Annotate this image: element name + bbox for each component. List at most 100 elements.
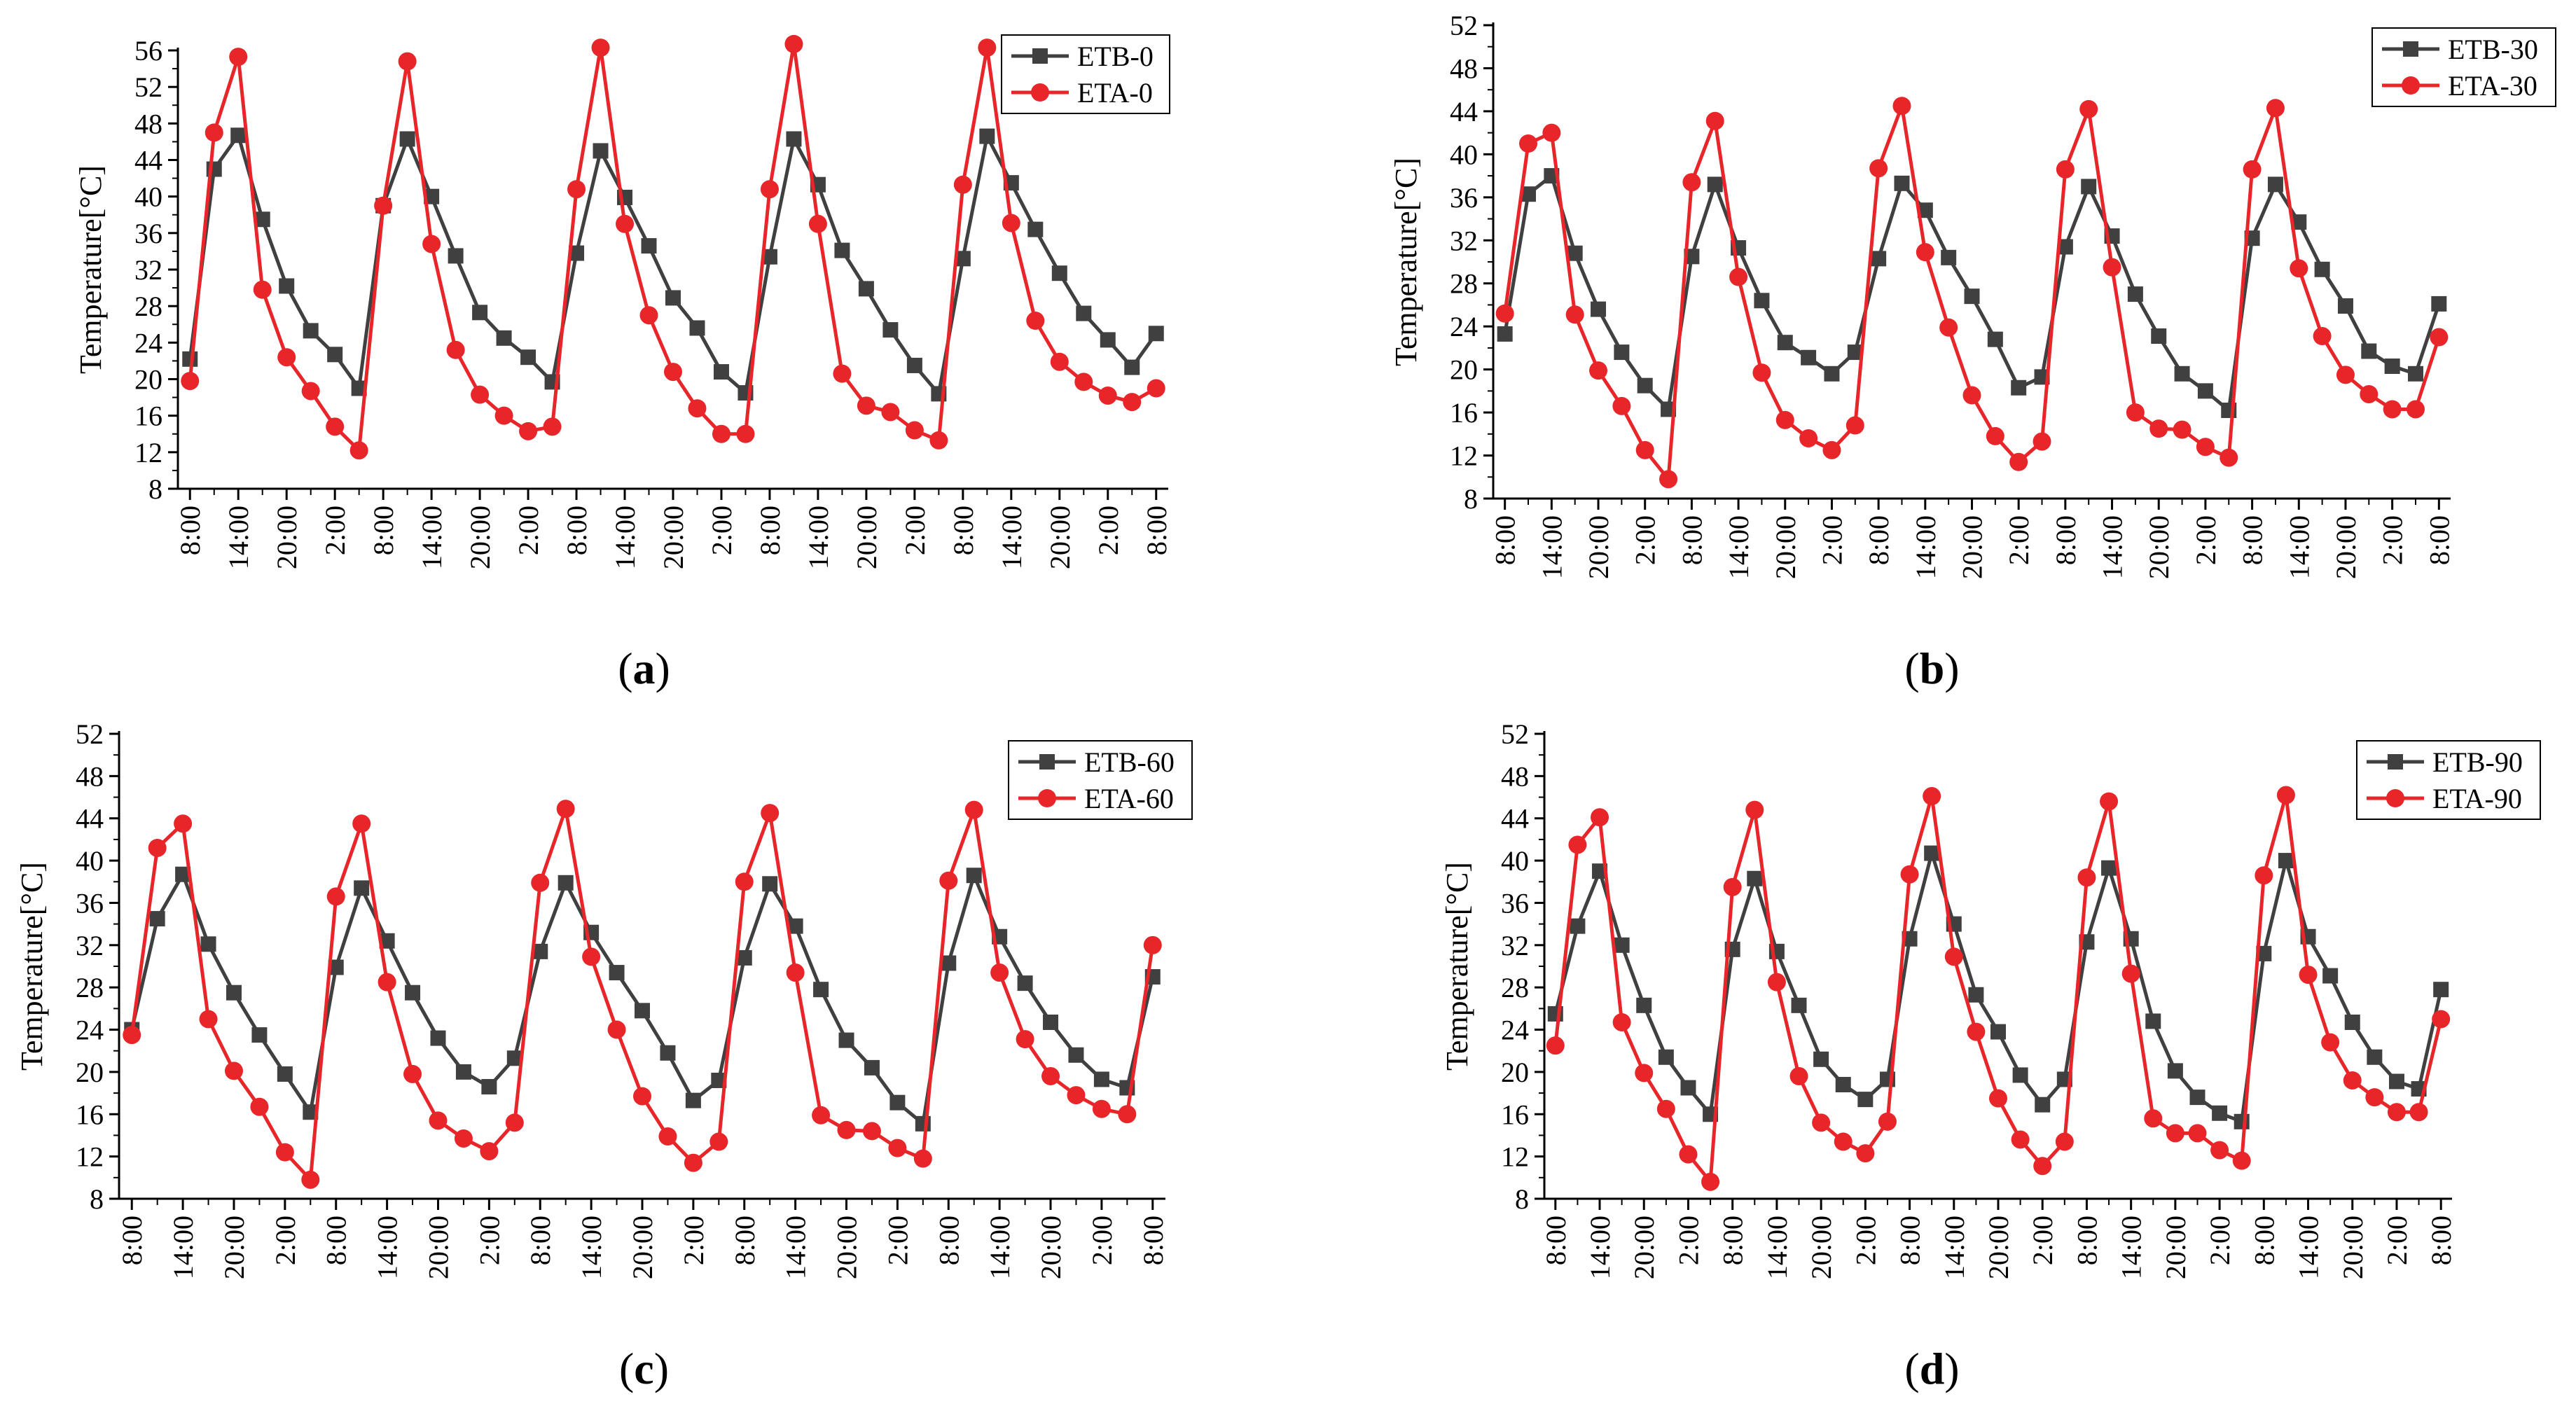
chart-a-series-0-point [593, 143, 609, 159]
chart-d-y-tick-label: 32 [1501, 930, 1529, 961]
chart-b-x-tick-label: 20:00 [2330, 515, 2362, 579]
chart-b-series-1-point [1635, 440, 1654, 459]
chart-c-y-tick-label: 24 [76, 1015, 104, 1046]
chart-a-series-1-point [616, 214, 635, 233]
panel-caption-b-letter: b [1919, 643, 1945, 693]
chart-d-series-1-point [2432, 1010, 2451, 1029]
chart-a-x-tick-label: 8:00 [561, 506, 593, 555]
chart-d-y-tick-label: 48 [1501, 760, 1529, 792]
chart-b-series-0-point [2267, 176, 2283, 193]
chart-d-x-tick-label: 14:00 [1939, 1216, 1970, 1279]
chart-b-x-tick-label: 14:00 [1910, 515, 1941, 579]
chart-c-x-tick-label: 2:00 [882, 1216, 913, 1265]
chart-a-series-0-point [1100, 332, 1116, 348]
chart-c-series-1-point [556, 800, 575, 819]
chart-d-series-1-point [1967, 1022, 1986, 1041]
chart-b-series-1-point [2336, 366, 2355, 384]
chart-a-y-tick-label: 24 [134, 327, 162, 359]
chart-b-x-tick-label: 20:00 [1957, 515, 1988, 579]
chart-c-series-1-point [531, 873, 550, 892]
chart-a-series-1-point [471, 385, 490, 404]
chart-b-x-tick-label: 14:00 [2097, 515, 2128, 579]
chart-a-x-tick-label: 8:00 [1141, 506, 1172, 555]
chart-b-series-0-point [2151, 328, 2167, 344]
chart-c-legend-label-1: ETA-60 [1084, 783, 1174, 814]
chart-a-series-0-point [327, 347, 343, 363]
chart-d-series-1-point [2409, 1103, 2428, 1122]
chart-d-x-tick-label: 20:00 [1628, 1216, 1660, 1279]
chart-a-series-1-point [664, 363, 682, 382]
chart-b-series-1-point [2290, 259, 2308, 278]
chart-d-svg: 8 12 16 20 24 28 32 36 40 44 48 52 8:00 14:00 20:00 2:0… [1440, 718, 2541, 1279]
chart-c-x-tick-label: 8:00 [525, 1216, 556, 1265]
chart-a-x-tick-label: 14:00 [416, 506, 448, 569]
chart-d-y-tick-label: 16 [1501, 1099, 1529, 1130]
chart-d-x-tick-label: 20:00 [2337, 1216, 2369, 1279]
chart-d-series-1-point [1612, 1012, 1631, 1031]
chart-d-series-0-point [2367, 1049, 2383, 1065]
chart-d-series-1-point [1656, 1099, 1675, 1118]
chart-b-series-0-point [2197, 383, 2213, 399]
chart-d-series-line-1 [1553, 793, 2443, 1184]
chart-c-series-0-point [813, 982, 829, 998]
chart-c-series-1-point [378, 973, 396, 991]
chart-c-series-1-point [224, 1062, 243, 1080]
chart-c-svg: 8 12 16 20 24 28 32 36 40 44 48 52 8:00 14:00 20:00 2:0… [15, 718, 1193, 1279]
chart-b-series-0-point [1614, 344, 1630, 361]
chart-d-series-0-point [2167, 1063, 2183, 1079]
chart-c-series-0-point [481, 1079, 497, 1095]
chart-d-series-1-point [1789, 1066, 1808, 1085]
chart-c-series-1-point [199, 1010, 218, 1029]
chart-c-x-tick-label: 20:00 [627, 1216, 658, 1279]
chart-c-x-tick-label: 20:00 [422, 1216, 454, 1279]
chart-d-series-0-point [2212, 1105, 2228, 1121]
chart-b-x-tick-label: 8:00 [1490, 515, 1521, 565]
chart-d-x-tick-label: 2:00 [2381, 1216, 2413, 1265]
chart-c-series-1-point [403, 1064, 422, 1083]
chart-c-series-1-point [735, 872, 754, 891]
chart-b-series-0-point [2384, 359, 2400, 375]
chart-d-series-1-point [2255, 866, 2273, 885]
chart-b-y-axis-label: Temperature[°C] [1389, 158, 1423, 366]
chart-d-series-1-point [2343, 1071, 2362, 1090]
chart-a-series-0-point [858, 281, 874, 297]
chart-a-x-tick-label: 20:00 [1044, 506, 1076, 569]
chart-c-series-0-point [226, 984, 242, 1001]
chart-b-series-1-point [1729, 267, 1748, 286]
chart-c-series-0-point [660, 1045, 676, 1061]
chart-c-y-tick-label: 32 [76, 930, 104, 961]
chart-c-series-0-point [405, 984, 421, 1001]
chart-b-series-1-point [1682, 173, 1701, 192]
chart-b-series-1-point [1846, 416, 1864, 435]
chart-b-x-tick-label: 2:00 [1630, 515, 1661, 565]
chart-b-y-tick-label: 28 [1450, 268, 1478, 300]
chart-b-series-0-point [2291, 214, 2307, 230]
chart-d-series-1-point [1546, 1036, 1565, 1055]
chart-c-series-0-point [838, 1032, 854, 1048]
chart-b-series-1-point [1939, 318, 1958, 337]
chart-d-series-1-point [2188, 1124, 2207, 1143]
chart-c-series-0-point [149, 911, 165, 927]
chart-a-series-0-point [1051, 265, 1067, 281]
chart-d-series-0-point [2012, 1067, 2028, 1083]
chart-b-series-1-point [1962, 386, 1981, 405]
chart-a-y-tick-label: 8 [148, 473, 162, 505]
chart-b-series-1-point [1775, 410, 1794, 429]
chart-a-legend-marker-0 [1032, 48, 1048, 64]
chart-c-x-tick-label: 14:00 [780, 1216, 812, 1279]
chart-a-series-0-point [230, 127, 247, 144]
chart-a-series-0-point [834, 242, 850, 258]
chart-c-series-0-point [379, 933, 395, 949]
chart-c-series-0-point [941, 955, 957, 971]
chart-a-series-1-point [446, 340, 465, 359]
chart-d-x-tick-label: 14:00 [2116, 1216, 2147, 1279]
chart-d-series-0-point [1791, 997, 1807, 1013]
chart-d-series-1-point [2387, 1103, 2406, 1122]
chart-c-series-1-point [658, 1127, 677, 1146]
chart-c-series-1-point [888, 1139, 907, 1157]
chart-d-series-1-point [1767, 973, 1786, 991]
chart-a-x-tick-label: 20:00 [658, 506, 689, 569]
chart-d-series-1-point [2299, 966, 2318, 984]
chart-c-series-1-point [123, 1026, 141, 1045]
chart-a-series-1-point [760, 180, 779, 199]
